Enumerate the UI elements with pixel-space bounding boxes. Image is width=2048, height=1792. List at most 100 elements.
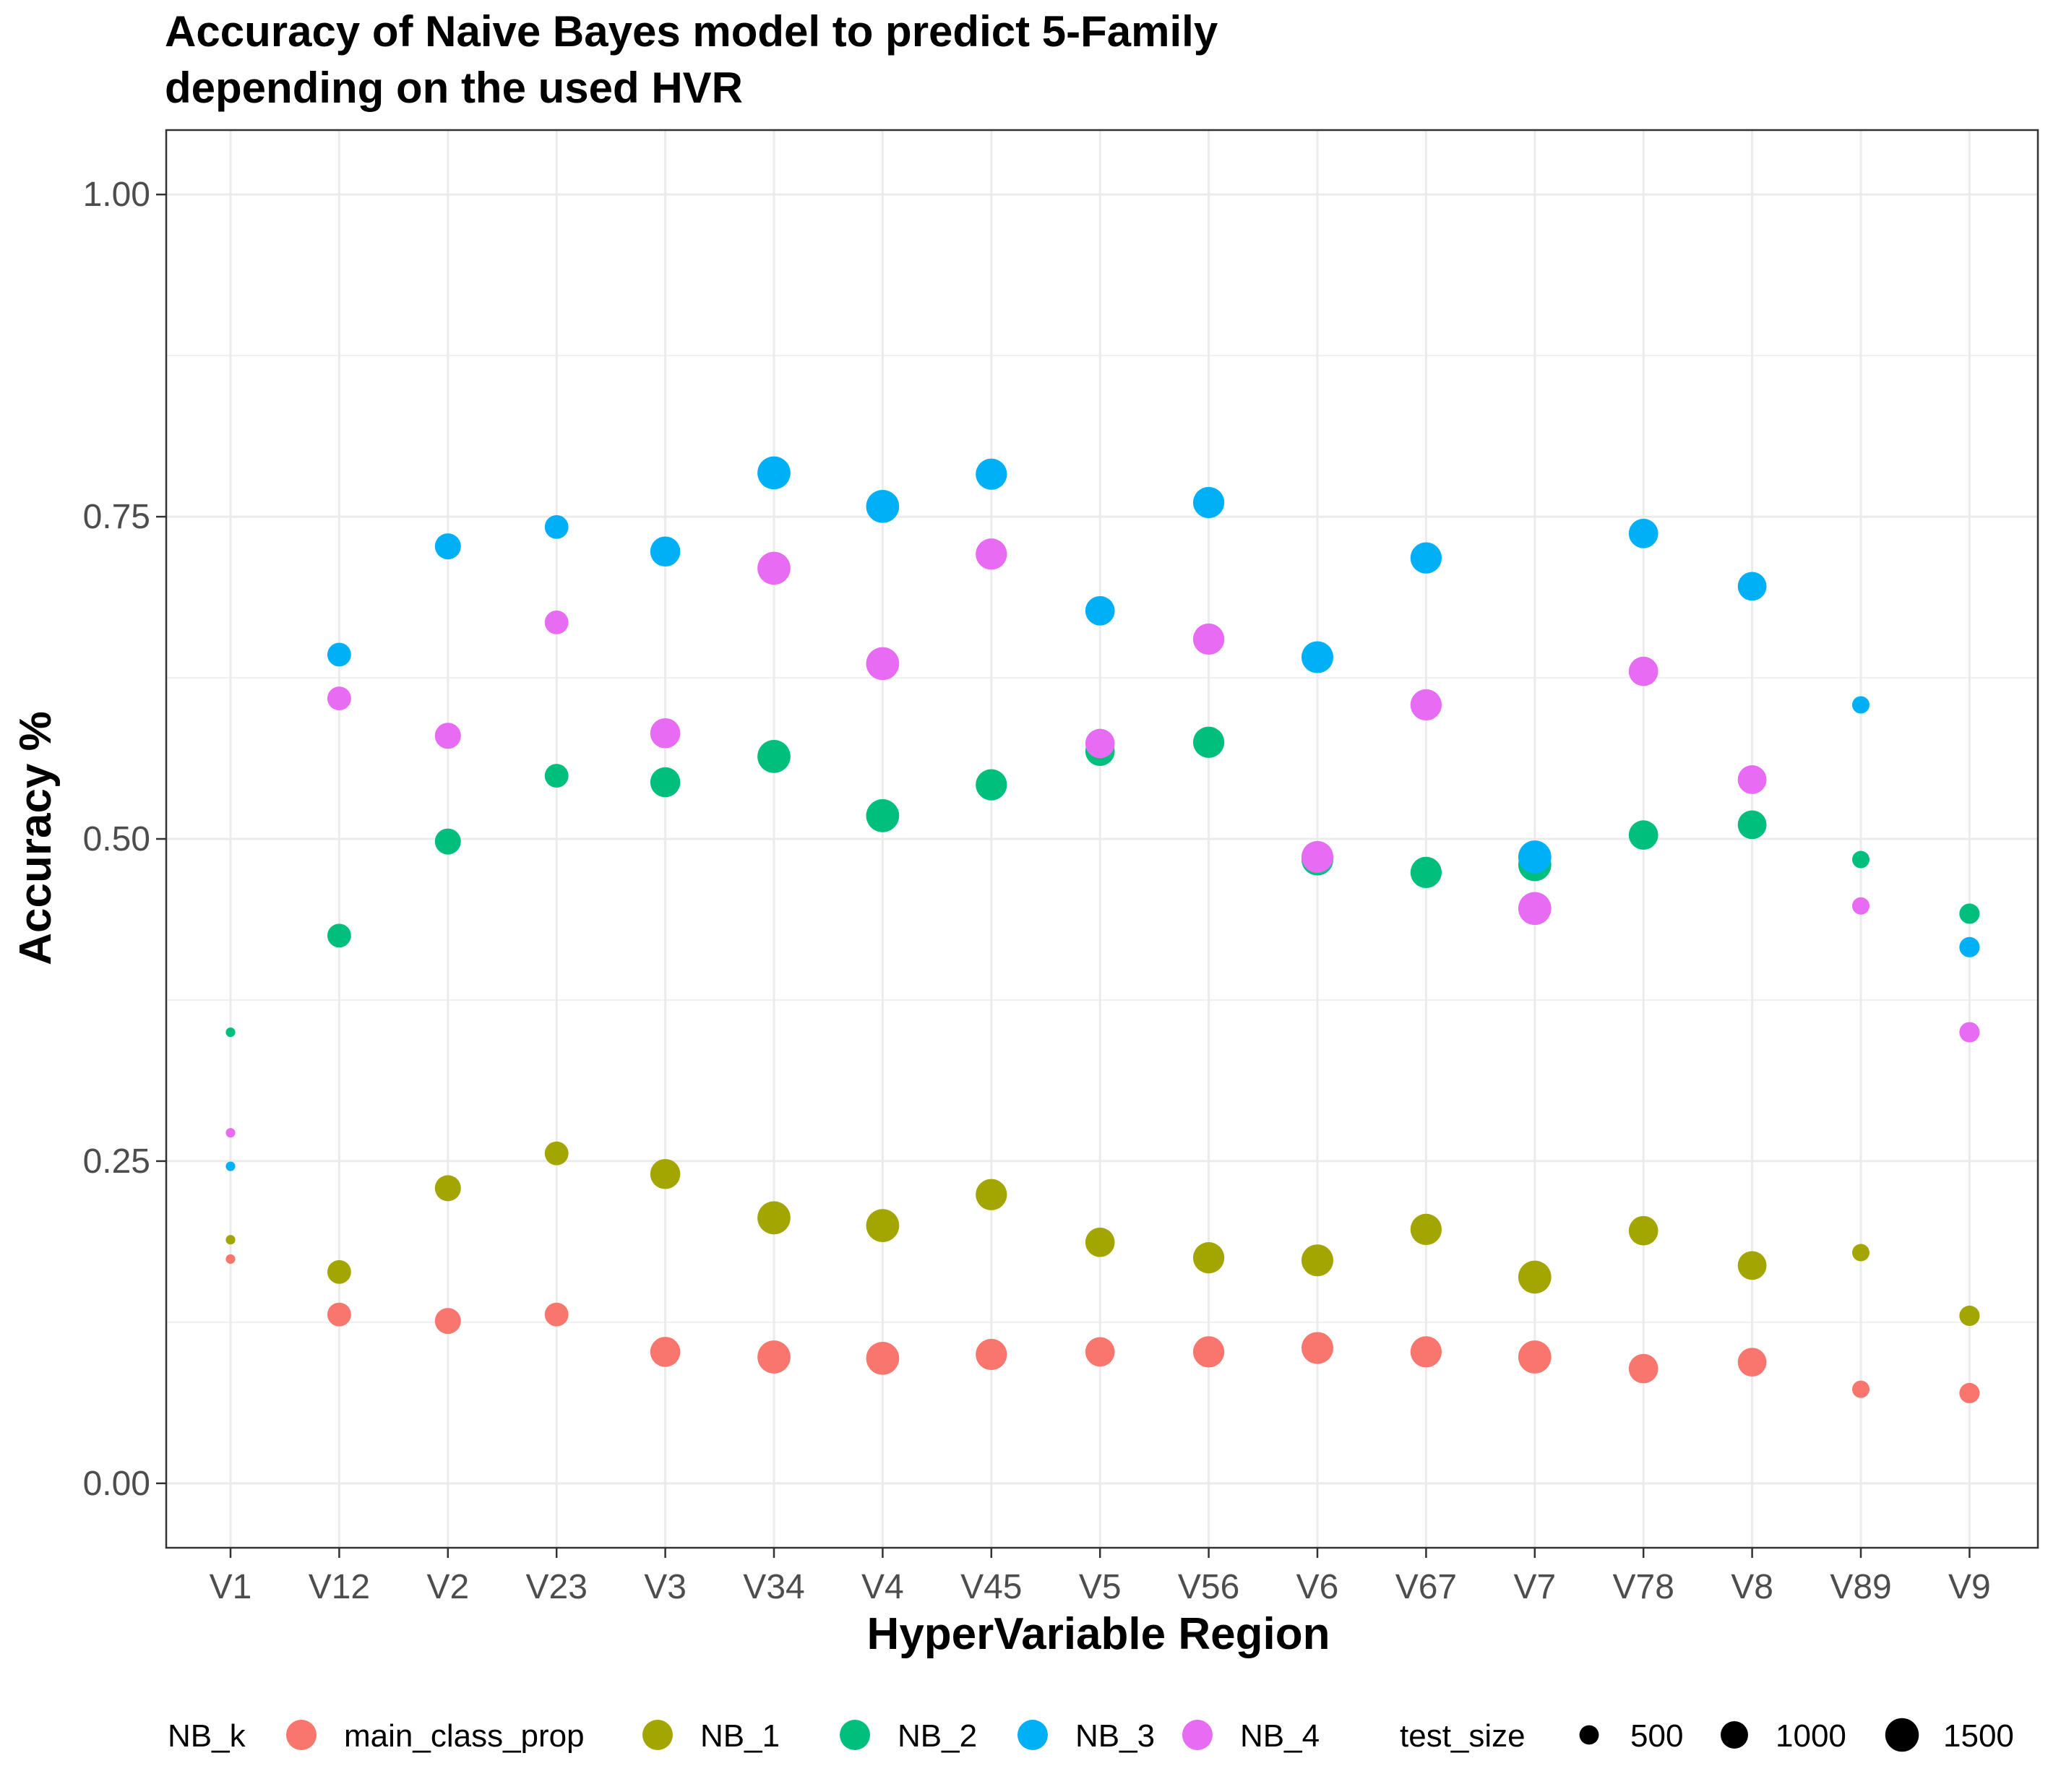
y-tick-label: 1.00 <box>83 176 150 214</box>
point-main-class-prop-v3 <box>650 1337 681 1367</box>
x-axis: V1 V12 V2 V23 V3 V34 V4 V45 V5 V56 V6 V67 V7 V78 V8 V89… <box>210 1548 1991 1606</box>
legend-label-nb-2: NB_2 <box>898 1718 977 1754</box>
legend-size-key <box>1721 1721 1748 1749</box>
point-nb-4-v6 <box>1301 840 1334 874</box>
point-nb-3-v67 <box>1410 542 1442 574</box>
point-main-class-prop-v12 <box>327 1302 351 1327</box>
legend-size-items: 500 1000 1500 <box>1579 1718 2014 1754</box>
x-tick-label: V1 <box>210 1568 252 1606</box>
point-nb-4-v12 <box>327 686 351 711</box>
point-nb-2-v23 <box>544 764 569 788</box>
legend-key-nb-1 <box>642 1720 673 1750</box>
point-main-class-prop-v6 <box>1301 1332 1334 1364</box>
point-nb-4-v4 <box>866 647 900 681</box>
point-nb-3-v3 <box>650 536 681 567</box>
point-nb-4-v5 <box>1085 728 1115 759</box>
x-tick-label: V8 <box>1731 1568 1773 1606</box>
point-nb-3-v4 <box>866 489 900 523</box>
point-nb-3-v9 <box>1959 936 1980 957</box>
legend: NB_k main_class_prop NB_1 NB_2 NB_3 NB_4 tes… <box>168 1718 2014 1754</box>
x-tick-label: V78 <box>1612 1568 1674 1606</box>
point-nb-2-v45 <box>976 769 1007 801</box>
x-tick-label: V2 <box>426 1568 469 1606</box>
point-nb-4-v2 <box>434 723 461 749</box>
point-nb-4-v89 <box>1852 897 1870 915</box>
legend-label-nb-3: NB_3 <box>1075 1718 1155 1754</box>
point-main-class-prop-v89 <box>1852 1380 1870 1398</box>
chart-title-line-2: depending on the used HVR <box>165 64 743 112</box>
point-nb-1-v12 <box>327 1259 351 1284</box>
point-nb-1-v8 <box>1737 1251 1767 1280</box>
y-axis-title: Accuracy % <box>11 711 61 965</box>
point-nb-1-v9 <box>1959 1305 1980 1327</box>
point-nb-2-v12 <box>327 923 351 948</box>
legend-color-title: NB_k <box>168 1718 246 1754</box>
data-points <box>225 456 1980 1404</box>
point-nb-3-v6 <box>1301 641 1334 673</box>
point-nb-4-v67 <box>1410 689 1442 721</box>
point-nb-4-v7 <box>1518 892 1552 926</box>
point-nb-3-v78 <box>1628 518 1658 548</box>
point-nb-3-v34 <box>757 456 791 490</box>
point-nb-3-v45 <box>976 458 1007 490</box>
x-tick-label: V89 <box>1830 1568 1891 1606</box>
point-main-class-prop-v4 <box>866 1341 900 1375</box>
x-axis-title: HyperVariable Region <box>867 1609 1330 1659</box>
point-main-class-prop-v56 <box>1192 1336 1225 1368</box>
legend-key-nb-4 <box>1182 1720 1213 1750</box>
point-main-class-prop-v23 <box>544 1302 569 1327</box>
point-nb-4-v9 <box>1959 1022 1980 1043</box>
y-tick-label: 0.25 <box>83 1142 150 1181</box>
legend-color-items: main_class_prop NB_1 NB_2 NB_3 NB_4 <box>286 1718 1320 1754</box>
point-nb-1-v1 <box>225 1235 236 1245</box>
point-nb-1-v45 <box>976 1179 1007 1210</box>
legend-label-nb-4: NB_4 <box>1240 1718 1320 1754</box>
point-main-class-prop-v67 <box>1410 1336 1442 1368</box>
point-nb-3-v23 <box>544 514 569 539</box>
point-nb-4-v34 <box>757 551 791 585</box>
point-nb-1-v23 <box>544 1141 569 1166</box>
point-nb-1-v4 <box>866 1209 900 1242</box>
legend-key-nb-2 <box>840 1720 870 1750</box>
point-main-class-prop-v78 <box>1628 1353 1658 1384</box>
point-nb-1-v34 <box>757 1201 791 1235</box>
point-nb-2-v34 <box>757 740 791 773</box>
point-nb-1-v3 <box>650 1158 681 1189</box>
point-nb-3-v2 <box>434 533 461 560</box>
legend-size-label: 1500 <box>1943 1718 2014 1754</box>
point-main-class-prop-v34 <box>757 1340 791 1374</box>
x-tick-label: V23 <box>525 1568 587 1606</box>
point-nb-4-v3 <box>650 718 681 749</box>
point-nb-1-v5 <box>1085 1227 1115 1257</box>
x-tick-label: V5 <box>1079 1568 1122 1606</box>
x-tick-label: V12 <box>309 1568 370 1606</box>
point-main-class-prop-v2 <box>434 1308 461 1335</box>
point-main-class-prop-v1 <box>225 1254 236 1265</box>
legend-label-main-class-prop: main_class_prop <box>344 1718 585 1754</box>
legend-size-label: 500 <box>1630 1718 1683 1754</box>
point-nb-1-v7 <box>1518 1260 1552 1294</box>
point-nb-1-v78 <box>1628 1215 1658 1246</box>
point-nb-4-v23 <box>544 610 569 634</box>
legend-size-key <box>1579 1725 1599 1745</box>
point-nb-2-v89 <box>1852 850 1870 869</box>
point-nb-4-v45 <box>976 538 1007 570</box>
y-tick-label: 0.00 <box>83 1465 150 1503</box>
x-tick-label: V3 <box>644 1568 687 1606</box>
point-main-class-prop-v45 <box>976 1338 1007 1371</box>
point-nb-2-v56 <box>1192 726 1225 758</box>
legend-label-nb-1: NB_1 <box>700 1718 780 1754</box>
legend-size-title: test_size <box>1400 1718 1526 1754</box>
point-nb-2-v3 <box>650 767 681 798</box>
plot-panel <box>165 129 2039 1549</box>
legend-size-label: 1000 <box>1776 1718 1846 1754</box>
y-tick-label: 0.50 <box>83 820 150 858</box>
legend-key-nb-3 <box>1017 1720 1048 1750</box>
point-nb-3-v89 <box>1852 696 1870 714</box>
point-nb-1-v89 <box>1852 1244 1870 1262</box>
point-main-class-prop-v9 <box>1959 1382 1980 1404</box>
point-nb-1-v2 <box>434 1175 461 1202</box>
point-nb-4-v8 <box>1737 765 1767 794</box>
point-nb-2-v67 <box>1410 856 1442 889</box>
